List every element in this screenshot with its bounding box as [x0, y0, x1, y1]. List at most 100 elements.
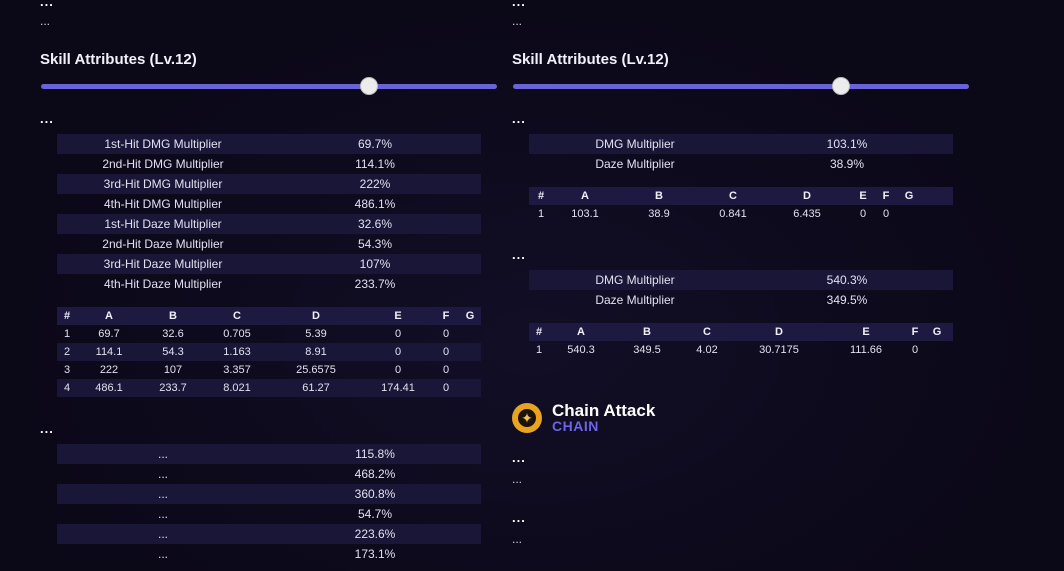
section-label: ...: [40, 111, 54, 126]
attribute-value: 114.1%: [355, 157, 395, 171]
collapsed-heading: ...: [512, 450, 526, 465]
level-slider[interactable]: [513, 77, 969, 95]
attribute-label: ...: [157, 447, 168, 461]
attribute-row: 3rd-Hit Daze Multiplier 107%: [57, 254, 481, 274]
multiplier-grid: # A B C D E F G 1 540.3 349.5 4.02 30.7175 111.66 0: [529, 323, 953, 359]
attribute-table: ... 115.8%... 468.2%... 360.8%... 54.7%... 22…: [57, 444, 481, 564]
attribute-label: DMG Multiplier: [595, 137, 675, 151]
grid-header-cell: G: [932, 326, 942, 338]
grid-cell: 0.705: [223, 328, 251, 340]
grid-cell: 3: [63, 364, 71, 376]
grid-header-cell: G: [904, 190, 914, 202]
grid-header-cell: A: [581, 190, 589, 202]
grid-cell: 1: [537, 208, 545, 220]
attribute-label: ...: [157, 547, 168, 561]
attribute-value: 222%: [359, 177, 391, 191]
grid-header-cell: D: [312, 310, 320, 322]
grid-row: 1 540.3 349.5 4.02 30.7175 111.66 0: [529, 341, 953, 359]
attribute-row: 2nd-Hit Daze Multiplier 54.3%: [57, 234, 481, 254]
skill-attributes-heading: Skill Attributes (Lv.12): [512, 51, 669, 68]
attribute-row: ... 223.6%: [57, 524, 481, 544]
attribute-value: 173.1%: [354, 547, 396, 561]
grid-cell: 61.27: [302, 382, 330, 394]
grid-header-cell: C: [729, 190, 737, 202]
level-slider-thumb[interactable]: [832, 77, 851, 95]
grid-cell: 0: [442, 328, 450, 340]
grid-cell: 103.1: [571, 208, 599, 220]
grid-cell: 6.435: [793, 208, 821, 220]
multiplier-grid: # A B C D E F G 1 103.1 38.9 0.841 6.435 0 0: [529, 187, 953, 223]
attribute-row: ... 115.8%: [57, 444, 481, 464]
attribute-row: ... 468.2%: [57, 464, 481, 484]
attribute-value: 349.5%: [826, 293, 868, 307]
grid-cell: 107: [163, 364, 183, 376]
grid-header-row: # A B C D E F G: [57, 307, 481, 325]
chain-attack-header: ✦ Chain Attack CHAIN: [512, 402, 655, 434]
attribute-label: 1st-Hit DMG Multiplier: [104, 137, 222, 151]
grid-cell: 111.66: [849, 344, 882, 356]
attribute-row: 4th-Hit DMG Multiplier 486.1%: [57, 194, 481, 214]
grid-cell: 0: [442, 364, 450, 376]
attribute-value: 32.6%: [357, 217, 393, 231]
grid-row: 1 103.1 38.9 0.841 6.435 0 0: [529, 205, 953, 223]
attribute-value: 468.2%: [354, 467, 396, 481]
attribute-value: 54.7%: [357, 507, 393, 521]
grid-header-cell: C: [233, 310, 241, 322]
grid-header-cell: E: [394, 310, 402, 322]
attribute-label: 3rd-Hit DMG Multiplier: [103, 177, 223, 191]
attribute-value: 115.8%: [355, 447, 395, 461]
attribute-table: DMG Multiplier 103.1% Daze Multiplier 38.9%: [529, 134, 953, 174]
grid-cell: 1.163: [223, 346, 251, 358]
grid-header-cell: B: [643, 326, 651, 338]
grid-header-cell: E: [862, 326, 870, 338]
attribute-value: 107%: [359, 257, 391, 271]
attribute-row: ... 173.1%: [57, 544, 481, 564]
grid-cell: 8.021: [223, 382, 251, 394]
grid-row: 4 486.1 233.7 8.021 61.27 174.41 0: [57, 379, 481, 397]
attribute-label: 4th-Hit DMG Multiplier: [103, 197, 223, 211]
grid-cell: 5.39: [305, 328, 327, 340]
grid-header-row: # A B C D E F G: [529, 323, 953, 341]
grid-cell: 174.41: [381, 382, 415, 394]
grid-cell: 0: [394, 346, 402, 358]
grid-cell: 3.357: [223, 364, 251, 376]
grid-header-cell: F: [442, 310, 450, 322]
collapsed-text: ...: [40, 14, 51, 28]
grid-header-cell: D: [803, 190, 811, 202]
attribute-label: Daze Multiplier: [595, 293, 675, 307]
attribute-row: DMG Multiplier 103.1%: [529, 134, 953, 154]
grid-cell: 25.6575: [296, 364, 336, 376]
grid-row: 3 222 107 3.357 25.6575 0 0: [57, 361, 481, 379]
grid-cell: 486.1: [95, 382, 123, 394]
collapsed-heading: ...: [512, 0, 526, 9]
grid-cell: 30.7175: [759, 344, 799, 356]
grid-cell: 233.7: [159, 382, 187, 394]
grid-cell: 32.6: [162, 328, 184, 340]
level-slider[interactable]: [41, 77, 497, 95]
collapsed-heading: ...: [512, 510, 526, 525]
level-slider-thumb[interactable]: [360, 77, 379, 95]
attribute-label: ...: [157, 487, 168, 501]
grid-cell: 0.841: [719, 208, 747, 220]
chain-attack-subtitle: CHAIN: [552, 418, 599, 434]
attribute-value: 486.1%: [354, 197, 396, 211]
grid-header-cell: C: [703, 326, 711, 338]
grid-cell: 38.9: [648, 208, 670, 220]
grid-header-cell: A: [577, 326, 585, 338]
grid-cell: 2: [63, 346, 71, 358]
attribute-value: 54.3%: [357, 237, 393, 251]
attribute-row: DMG Multiplier 540.3%: [529, 270, 953, 290]
grid-header-cell: D: [775, 326, 783, 338]
attribute-value: 38.9%: [829, 157, 865, 171]
grid-header-cell: #: [535, 326, 543, 338]
grid-cell: 222: [99, 364, 119, 376]
attribute-value: 233.7%: [354, 277, 396, 291]
grid-cell: 349.5: [633, 344, 661, 356]
attribute-row: 3rd-Hit DMG Multiplier 222%: [57, 174, 481, 194]
grid-header-cell: A: [105, 310, 113, 322]
attribute-label: 3rd-Hit Daze Multiplier: [103, 257, 223, 271]
grid-cell: 0: [394, 364, 402, 376]
section-label: ...: [512, 111, 526, 126]
chain-attack-title: Chain Attack: [552, 401, 656, 420]
attribute-label: 2nd-Hit DMG Multiplier: [102, 157, 224, 171]
